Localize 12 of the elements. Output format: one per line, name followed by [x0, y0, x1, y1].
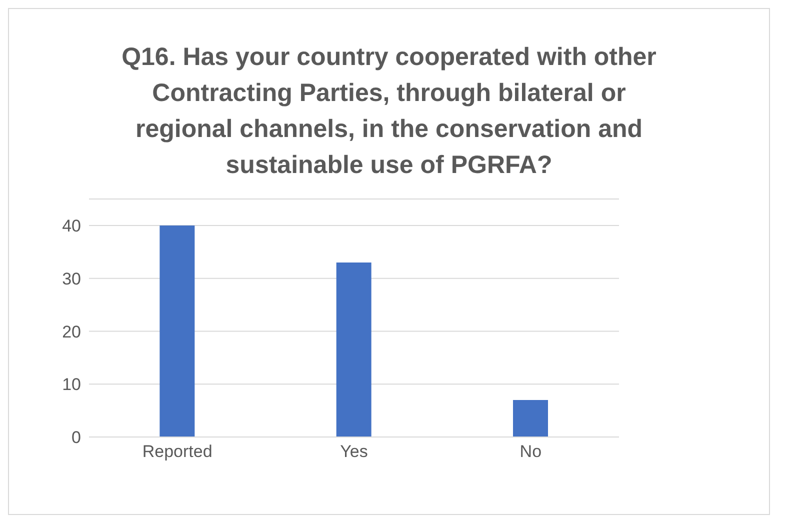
y-tick-label: 0	[72, 428, 81, 448]
bar	[513, 400, 548, 437]
y-tick-label: 10	[62, 375, 81, 394]
y-tick-label: 40	[62, 216, 81, 236]
chart-title: Q16. Has your country cooperated with other Contracting Parties, through bilateral or regional channels, in the conservation and sustainable use of PGRFA?	[120, 42, 658, 181]
bar	[160, 225, 195, 437]
y-tick-label: 20	[62, 322, 81, 342]
bar	[336, 262, 372, 437]
x-tick-label: Reported	[142, 442, 212, 462]
x-tick-label: Yes	[340, 442, 368, 462]
y-tick-label: 30	[62, 269, 81, 288]
x-tick-label: No	[520, 442, 542, 462]
